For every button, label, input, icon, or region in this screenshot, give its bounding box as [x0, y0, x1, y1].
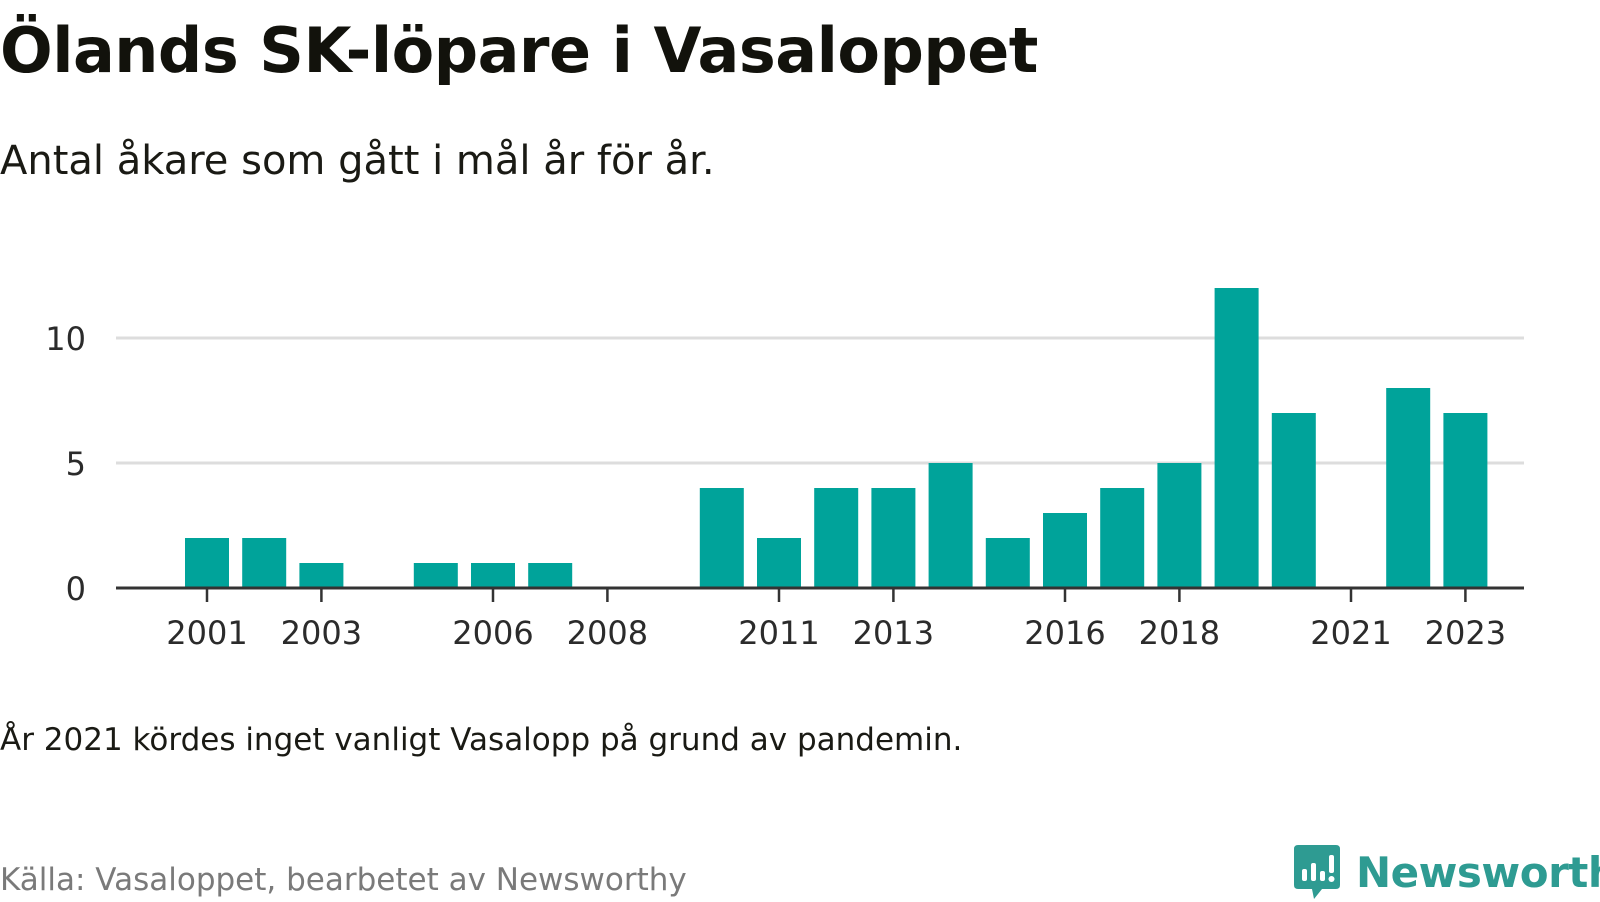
x-tick-label-2023: 2023	[1425, 614, 1506, 652]
brand-logo: Newsworthy	[1292, 842, 1600, 902]
bars	[185, 288, 1488, 588]
bar-2005	[413, 563, 458, 588]
x-tick-label-2016: 2016	[1024, 614, 1105, 652]
chart-footnote: År 2021 kördes inget vanligt Vasalopp på…	[0, 722, 963, 758]
bar-2001	[185, 538, 229, 588]
bar-2011	[757, 538, 801, 588]
bar-2020	[1271, 413, 1316, 588]
bar-2002	[242, 538, 287, 588]
bar-2010	[699, 488, 744, 588]
y-tick-label-5: 5	[66, 445, 86, 483]
newsworthy-logo-icon	[1294, 845, 1340, 899]
bar-2022	[1386, 388, 1431, 588]
brand-name: Newsworthy	[1356, 847, 1600, 897]
bar-2014	[928, 463, 973, 588]
chart-title: Ölands SK-löpare i Vasaloppet	[0, 14, 1038, 87]
tick-labels: 0 5 10 2001 2003 2006 2008 2011 2013 2016 2018 2021…	[45, 320, 1506, 652]
bar-2018	[1157, 463, 1202, 588]
bar-2012	[814, 488, 859, 588]
x-tick-label-2006: 2006	[452, 614, 533, 652]
bar-2017	[1100, 488, 1145, 588]
x-tick-label-2021: 2021	[1310, 614, 1391, 652]
x-tick-label-2003: 2003	[281, 614, 362, 652]
source-credit: Källa: Vasaloppet, bearbetet av Newswort…	[0, 862, 687, 898]
x-tick-label-2011: 2011	[738, 614, 819, 652]
y-tick-label-10: 10	[45, 320, 86, 358]
axes	[116, 586, 1524, 602]
bar-2007	[528, 563, 573, 588]
bar-2023	[1443, 413, 1488, 588]
bar-2016	[1043, 513, 1087, 588]
bar-2013	[871, 488, 916, 588]
x-tick-label-2001: 2001	[166, 614, 247, 652]
bar-2015	[985, 538, 1030, 588]
bar-2019	[1214, 288, 1259, 588]
y-tick-label-0: 0	[66, 570, 86, 608]
x-tick-label-2008: 2008	[567, 614, 648, 652]
chart-subtitle: Antal åkare som gått i mål år för år.	[0, 138, 715, 184]
bar-2006	[471, 563, 515, 588]
x-tick-label-2018: 2018	[1139, 614, 1220, 652]
bar-2003	[299, 563, 344, 588]
x-tick-label-2013: 2013	[853, 614, 934, 652]
